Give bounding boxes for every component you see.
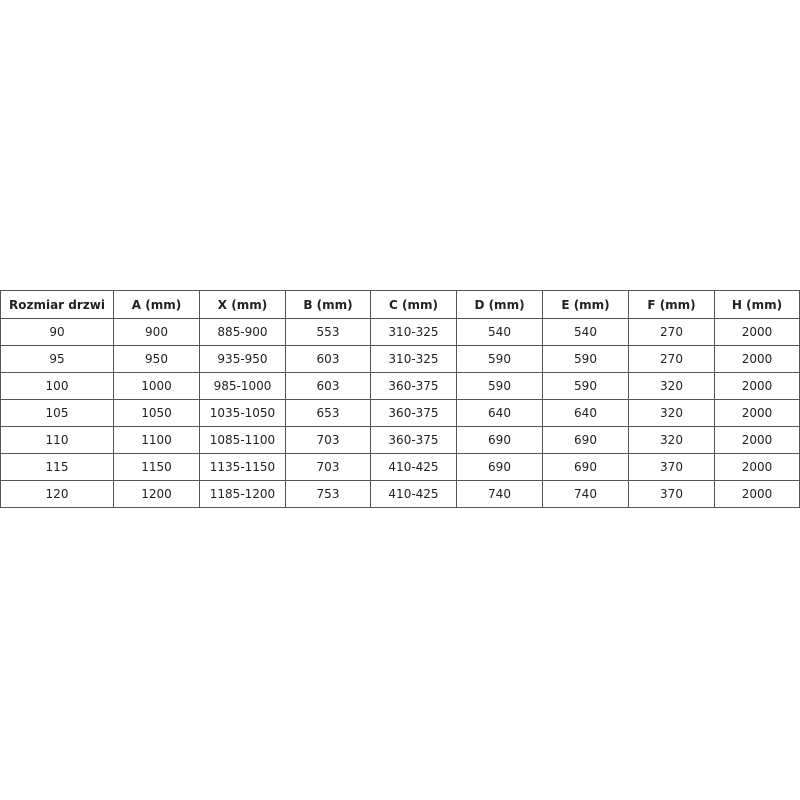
table-cell: 2000 [714,318,800,346]
table-cell: 110 [0,426,114,454]
table-cell: 370 [628,453,715,481]
table-cell: 753 [285,480,371,508]
table-row: 95 950 935-950 603 310-325 590 590 270 2000 [0,345,800,373]
table-cell: 310-325 [370,345,457,373]
table-cell: 115 [0,453,114,481]
table-cell: 360-375 [370,426,457,454]
dimensions-table: Rozmiar drzwi A (mm) X (mm) B (mm) C (mm) D (… [0,290,800,508]
table-cell: 1050 [113,399,200,427]
table-cell: 320 [628,372,715,400]
table-cell: 740 [542,480,629,508]
table-cell: 553 [285,318,371,346]
table-cell: 100 [0,372,114,400]
table-cell: 2000 [714,453,800,481]
column-header: H (mm) [714,290,800,319]
table-cell: 410-425 [370,480,457,508]
table-cell: 320 [628,426,715,454]
table-cell: 2000 [714,480,800,508]
table-cell: 95 [0,345,114,373]
table-cell: 1185-1200 [199,480,286,508]
table-cell: 690 [456,453,543,481]
table-cell: 540 [542,318,629,346]
table-cell: 1150 [113,453,200,481]
table-cell: 270 [628,318,715,346]
table-cell: 590 [542,372,629,400]
table-cell: 320 [628,399,715,427]
table-cell: 540 [456,318,543,346]
table-cell: 2000 [714,345,800,373]
table-cell: 1100 [113,426,200,454]
table-cell: 2000 [714,372,800,400]
table-cell: 410-425 [370,453,457,481]
table-row: 100 1000 985-1000 603 360-375 590 590 320 2000 [0,372,800,400]
table-cell: 360-375 [370,372,457,400]
table-cell: 690 [542,426,629,454]
table-cell: 2000 [714,426,800,454]
table-cell: 653 [285,399,371,427]
table-cell: 900 [113,318,200,346]
table-cell: 90 [0,318,114,346]
table-cell: 310-325 [370,318,457,346]
table-cell: 360-375 [370,399,457,427]
table-cell: 590 [542,345,629,373]
table-row: 120 1200 1185-1200 753 410-425 740 740 370 2000 [0,480,800,508]
table-cell: 690 [542,453,629,481]
table-cell: 1135-1150 [199,453,286,481]
table-row: 110 1100 1085-1100 703 360-375 690 690 320 2000 [0,426,800,454]
table-cell: 603 [285,372,371,400]
table-cell: 105 [0,399,114,427]
table-cell: 740 [456,480,543,508]
table-cell: 2000 [714,399,800,427]
table-cell: 1200 [113,480,200,508]
column-header: X (mm) [199,290,286,319]
column-header: F (mm) [628,290,715,319]
table-cell: 703 [285,453,371,481]
table-row: 115 1150 1135-1150 703 410-425 690 690 370 2000 [0,453,800,481]
table-cell: 703 [285,426,371,454]
header-row: Rozmiar drzwi A (mm) X (mm) B (mm) C (mm) D (… [0,290,800,319]
table-cell: 640 [542,399,629,427]
column-header: C (mm) [370,290,457,319]
column-header: A (mm) [113,290,200,319]
table-cell: 270 [628,345,715,373]
table-cell: 640 [456,399,543,427]
table-cell: 590 [456,345,543,373]
table-cell: 985-1000 [199,372,286,400]
column-header: B (mm) [285,290,371,319]
table-cell: 690 [456,426,543,454]
table-row: 90 900 885-900 553 310-325 540 540 270 2000 [0,318,800,346]
table-cell: 1000 [113,372,200,400]
table-cell: 885-900 [199,318,286,346]
table-cell: 590 [456,372,543,400]
column-header: Rozmiar drzwi [0,290,114,319]
table-row: 105 1050 1035-1050 653 360-375 640 640 320 2000 [0,399,800,427]
table-cell: 370 [628,480,715,508]
table-cell: 950 [113,345,200,373]
column-header: D (mm) [456,290,543,319]
table-cell: 1035-1050 [199,399,286,427]
column-header: E (mm) [542,290,629,319]
table-cell: 1085-1100 [199,426,286,454]
table-cell: 120 [0,480,114,508]
table-cell: 935-950 [199,345,286,373]
table-cell: 603 [285,345,371,373]
